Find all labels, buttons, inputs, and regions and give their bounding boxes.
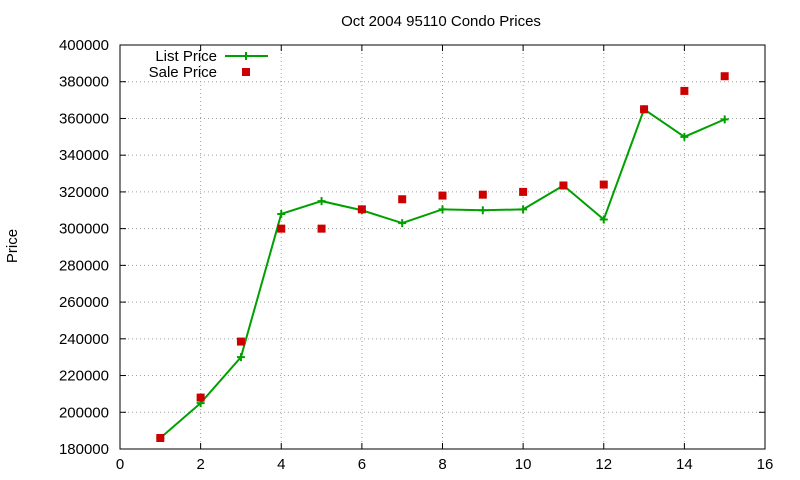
list-price-point — [519, 205, 528, 214]
sale-price-point — [519, 187, 528, 196]
y-tick-label: 300000 — [59, 221, 109, 238]
y-tick-label: 180000 — [59, 441, 109, 458]
x-tick-label: 6 — [358, 456, 366, 473]
x-tick-label: 2 — [196, 456, 204, 473]
list-price-point — [478, 206, 487, 215]
x-tick-label: 4 — [277, 456, 285, 473]
x-tick-label: 14 — [676, 456, 693, 473]
x-tick-label: 8 — [438, 456, 446, 473]
sale-price-point — [398, 195, 407, 204]
list-price-point — [438, 205, 447, 214]
sale-price-point — [277, 224, 286, 233]
legend-label-sale-price: Sale Price — [149, 64, 217, 81]
y-tick-label: 320000 — [59, 184, 109, 201]
list-price-point — [680, 132, 689, 141]
x-tick-label: 0 — [116, 456, 124, 473]
sale-price-point — [317, 224, 326, 233]
legend-marker-list-price — [242, 52, 250, 60]
sale-price-point — [156, 433, 165, 442]
x-tick-label: 10 — [515, 456, 532, 473]
sale-price-point — [438, 191, 447, 200]
list-price-point — [599, 215, 608, 224]
series-layer — [156, 72, 729, 442]
legend-marker-sale-price — [242, 68, 250, 76]
sale-price-point — [478, 190, 487, 199]
legend-label-list-price: List Price — [155, 48, 217, 65]
y-tick-label: 380000 — [59, 74, 109, 91]
grid-layer — [120, 45, 765, 449]
y-tick-label: 280000 — [59, 257, 109, 274]
list-price-point — [398, 219, 407, 228]
list-price-point — [317, 197, 326, 206]
x-tick-label: 12 — [595, 456, 612, 473]
y-tick-label: 400000 — [59, 37, 109, 54]
list-price-point — [236, 353, 245, 362]
sale-price-point — [640, 105, 649, 114]
axes: 0 2 4 6 8 10 12 14 16 180000 200000 220000 240000 260… — [59, 37, 773, 473]
y-tick-label: 220000 — [59, 368, 109, 385]
sale-price-point — [196, 393, 205, 402]
y-tick-label: 200000 — [59, 404, 109, 421]
chart-title: Oct 2004 95110 Condo Prices — [341, 13, 541, 30]
sale-price-point — [599, 180, 608, 189]
y-tick-label: 360000 — [59, 110, 109, 127]
sale-price-point — [680, 86, 689, 95]
list-price-point — [277, 209, 286, 218]
sale-price-point — [720, 72, 729, 81]
y-tick-label: 260000 — [59, 294, 109, 311]
x-tick-label: 16 — [757, 456, 774, 473]
sale-price-point — [236, 337, 245, 346]
sale-price-point — [357, 205, 366, 214]
sale-price-point — [559, 181, 568, 190]
list-price-point — [720, 115, 729, 124]
y-tick-label: 340000 — [59, 147, 109, 164]
y-axis-label: Price — [4, 229, 21, 263]
y-tick-label: 240000 — [59, 331, 109, 348]
